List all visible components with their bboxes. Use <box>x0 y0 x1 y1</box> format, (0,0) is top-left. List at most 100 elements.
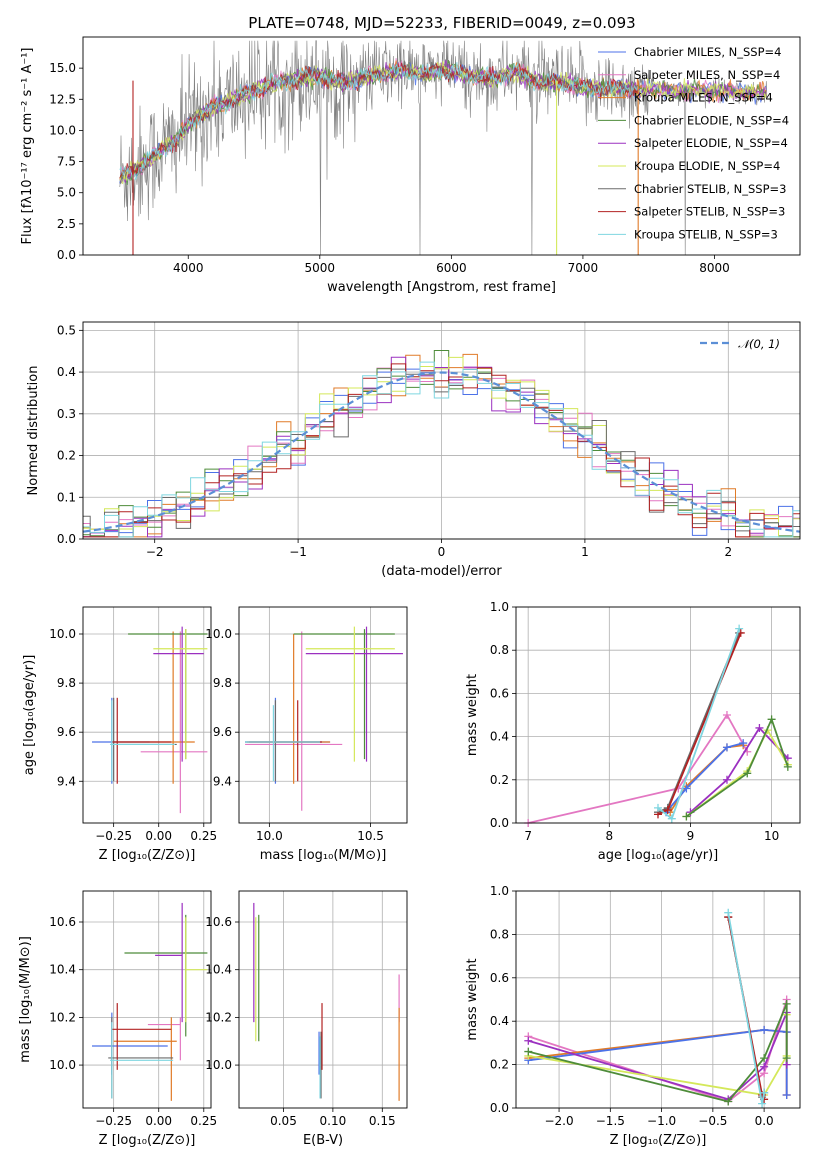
weight-marker <box>724 908 733 917</box>
y-tick-label: 10.0 <box>205 627 232 641</box>
legend-label: Chabrier MILES, N_SSP=4 <box>634 45 781 59</box>
weight-marker <box>760 1088 769 1097</box>
y-tick-label: 15.0 <box>49 61 76 75</box>
x-tick-label: 10.0 <box>256 829 283 843</box>
x-tick-label: 0.25 <box>190 1114 217 1128</box>
weight-marker <box>782 1090 791 1099</box>
age_vs_Z-frame <box>82 606 212 824</box>
spectrum-axes: 4000 5000 6000 7000 8000 0.0 2.5 5.0 7.5 10.0 12.5… <box>20 48 730 296</box>
y-tick-label: 7.5 <box>57 155 76 169</box>
y-axis-label: mass weight <box>465 958 480 1040</box>
y-axis-label: Normed distribution <box>26 366 41 496</box>
y-tick-label: 9.8 <box>57 676 76 690</box>
spectrum-frame <box>82 36 801 256</box>
x-tick-label: 0.05 <box>270 1114 297 1128</box>
weight-marker <box>760 1054 769 1063</box>
weight_vs_Z-frame <box>515 890 801 1109</box>
y-tick-label: 0.6 <box>490 971 509 985</box>
legend-label: Salpeter STELIB, N_SSP=3 <box>634 205 785 219</box>
weight-marker <box>782 1054 791 1063</box>
x-tick-label: −2.0 <box>544 1114 573 1128</box>
mass_vs_Z-frame <box>82 890 212 1109</box>
y-tick-label: 10.4 <box>49 963 76 977</box>
x-tick-label: 7 <box>524 829 532 843</box>
y-axis-label: mass weight <box>465 674 480 756</box>
x-tick-label: −1.0 <box>647 1114 676 1128</box>
weight-marker <box>722 775 731 784</box>
y-tick-label: 1.0 <box>490 600 509 614</box>
weight-marker <box>654 803 662 812</box>
y-tick-label: 9.8 <box>213 676 232 690</box>
y-tick-label: 0.4 <box>490 730 509 744</box>
weight-marker <box>722 743 731 752</box>
x-tick-label: 0.25 <box>190 829 217 843</box>
y-tick-label: 9.6 <box>57 725 76 739</box>
legend-label: Chabrier ELODIE, N_SSP=4 <box>634 113 789 127</box>
weight-line <box>527 713 749 823</box>
weight-line <box>665 742 744 813</box>
normal-reference-curve <box>82 371 801 533</box>
weight-marker <box>743 769 752 778</box>
y-tick-label: 0.0 <box>490 816 509 830</box>
x-axis-label: mass [log₁₀(M/M⊙)] <box>260 848 387 863</box>
histogram-steps <box>83 361 800 538</box>
x-axis-label: age [log₁₀(age/yr)] <box>598 848 719 863</box>
model-spectrum-line <box>119 62 638 179</box>
weight-marker <box>524 1036 533 1045</box>
x-tick-label: 8000 <box>699 261 730 275</box>
x-axis-label: (data-model)/error <box>381 564 502 579</box>
y-tick-label: 10.0 <box>49 123 76 137</box>
x-tick-label: 10.5 <box>357 829 384 843</box>
y-tick-label: 10.0 <box>205 1058 232 1072</box>
y-tick-label: 0.2 <box>57 449 76 463</box>
mass_vs_EBV-frame <box>238 890 408 1109</box>
weight-marker <box>760 1062 769 1071</box>
weight-marker <box>758 1099 767 1108</box>
y-tick-label: 0.0 <box>490 1101 509 1115</box>
x-tick-label: 0.00 <box>145 1114 172 1128</box>
y-tick-label: 0.0 <box>57 248 76 262</box>
y-tick-label: 12.5 <box>49 92 76 106</box>
y-tick-label: 9.4 <box>213 774 232 788</box>
age_vs_Z-axes: −0.25 0.00 0.25 9.4 9.6 9.8 10.0 Z [log₁₀(Z/Z⊙)… <box>22 607 217 863</box>
y-tick-label: 0.3 <box>57 407 76 421</box>
x-tick-label: −0.25 <box>95 1114 132 1128</box>
weight-marker <box>724 1097 733 1106</box>
x-tick-label: 0.00 <box>145 829 172 843</box>
model-spectrum-line <box>119 60 767 185</box>
x-tick-label: 8 <box>605 829 613 843</box>
legend-label: Kroupa MILES, N_SSP=4 <box>634 91 773 105</box>
weight-line <box>689 726 789 813</box>
y-axis-label: mass [log₁₀(M/M⊙)] <box>18 936 33 1063</box>
y-tick-label: 0.2 <box>490 773 509 787</box>
y-tick-label: 9.6 <box>213 725 232 739</box>
y-axis-label: age [log₁₀(age/yr)] <box>22 655 37 776</box>
weight-marker <box>682 784 691 793</box>
y-tick-label: 0.5 <box>57 323 76 337</box>
model-spectrum-line <box>119 61 638 181</box>
y-tick-label: 0.4 <box>57 365 76 379</box>
spectrum-legend: Chabrier MILES, N_SSP=4 Salpeter MILES, N… <box>598 45 789 241</box>
y-tick-label: 1.0 <box>490 884 509 898</box>
legend-label: 𝒩(0, 1) <box>738 337 780 351</box>
y-tick-label: 5.0 <box>57 186 76 200</box>
weight-line <box>685 716 789 818</box>
histogram-steps <box>83 356 800 538</box>
legend-label: Kroupa STELIB, N_SSP=3 <box>634 227 778 241</box>
x-axis-label: Z [log₁₀(Z/Z⊙)] <box>610 1133 707 1148</box>
weight-marker <box>722 711 731 719</box>
x-tick-label: −1.5 <box>596 1114 625 1128</box>
observed-spectrum-line <box>119 40 768 255</box>
y-tick-label: 10.6 <box>49 915 76 929</box>
x-tick-label: 0.10 <box>320 1114 347 1128</box>
y-tick-label: 0.2 <box>490 1058 509 1072</box>
x-tick-label: −2 <box>146 545 164 559</box>
x-tick-label: −1 <box>289 545 307 559</box>
y-tick-label: 10.0 <box>49 627 76 641</box>
weight-marker <box>767 715 776 724</box>
weight-marker <box>663 806 672 815</box>
x-tick-label: 7000 <box>568 261 599 275</box>
weight-marker <box>782 999 791 1008</box>
x-tick-label: 10 <box>764 829 779 843</box>
